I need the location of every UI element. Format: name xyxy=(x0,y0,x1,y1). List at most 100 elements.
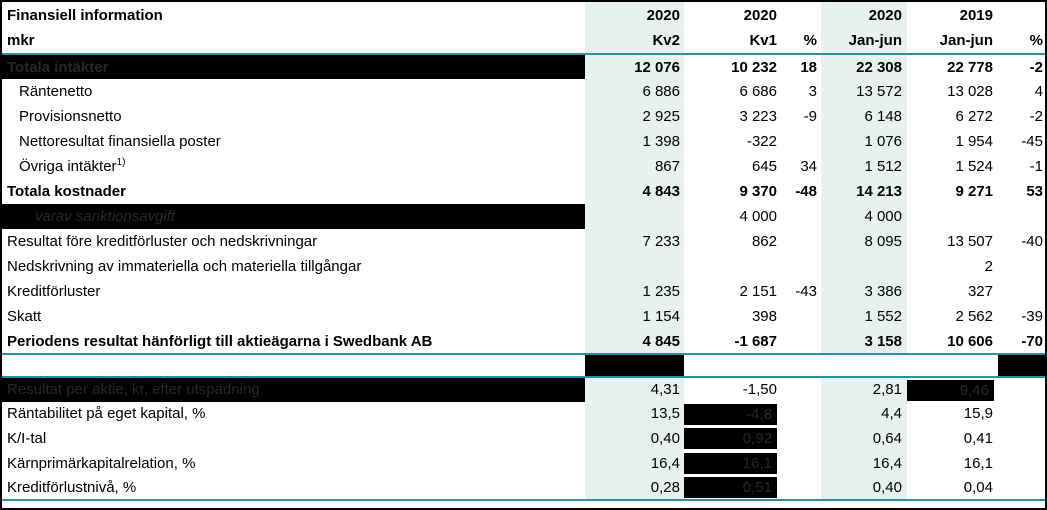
financial-table: Finansiell information 2020 2020 2020 20… xyxy=(2,2,1045,501)
col-year-janjun-2019: 2019 xyxy=(959,6,993,24)
row-label-text: Skatt xyxy=(7,308,42,325)
spacer-row xyxy=(2,354,1045,377)
row-label: Nedskrivning av immateriella och materie… xyxy=(2,254,585,279)
value-cell: 1 512 xyxy=(821,154,907,179)
value-cell: -45 xyxy=(1021,133,1043,150)
value-cell: 34 xyxy=(800,158,817,175)
value-cell: 13 507 xyxy=(947,233,993,250)
table-row: Kreditförluster 1 235 2 151 -43 3 386 327 xyxy=(2,279,1045,304)
value-cell: 6 686 xyxy=(739,83,777,100)
row-label-text: varav sanktionsavgift xyxy=(35,208,176,225)
value-cell: 22 308 xyxy=(821,54,907,79)
value-cell: 6 272 xyxy=(955,108,993,125)
value-cell: -1 xyxy=(1029,158,1043,175)
value-cell: 4,4 xyxy=(821,401,907,427)
col-year-kv2: 2020 xyxy=(585,2,684,28)
value-cell xyxy=(998,451,1045,476)
value-cell: 18 xyxy=(800,58,817,76)
value-cell: 9 271 xyxy=(955,183,993,200)
row-label-text: Kärnprimärkapitalrelation, % xyxy=(7,454,196,472)
row-label: Räntenetto xyxy=(2,79,585,104)
redaction-bar xyxy=(998,354,1045,377)
value-cell xyxy=(998,402,1045,427)
value-cell: 13,5 xyxy=(585,401,684,427)
value-cell xyxy=(684,354,781,377)
table-row: K/I-tal 0,40 0,92 0,64 0,41 xyxy=(2,426,1045,451)
row-label-text: Totala intäkter xyxy=(7,58,109,76)
value-cell: 53 xyxy=(1026,183,1043,200)
value-cell: -39 xyxy=(1021,308,1043,325)
value-cell: -40 xyxy=(1021,233,1043,250)
value-cell: 0,92 xyxy=(684,426,781,451)
table-row: Nedskrivning av immateriella och materie… xyxy=(2,254,1045,279)
value-cell: 4 843 xyxy=(585,179,684,204)
value-cell: 1 154 xyxy=(585,304,684,329)
table-row: Totala intäkter 12 076 10 232 18 22 308 22 77… xyxy=(2,54,1045,79)
value-cell: 12 076 xyxy=(585,54,684,79)
value-cell: 16,1 xyxy=(684,451,781,476)
value-cell: 9,46 xyxy=(907,377,998,402)
unit-label: mkr xyxy=(7,32,35,49)
value-cell: -322 xyxy=(746,133,777,150)
value-cell xyxy=(781,204,821,229)
col-year-pct1 xyxy=(781,2,821,28)
value-cell: 10 606 xyxy=(947,332,993,350)
value-cell: 16,4 xyxy=(821,450,907,476)
table-row: Skatt 1 154 398 1 552 2 562 -39 xyxy=(2,304,1045,329)
value-cell: 1 398 xyxy=(585,129,684,154)
row-label-text: Provisionsnetto xyxy=(19,108,122,125)
col-period-pct1: % xyxy=(803,32,817,49)
row-label: Övriga intäkter1) xyxy=(2,154,585,179)
table-row: Räntabilitet på eget kapital, % 13,5 -4,8 4… xyxy=(2,401,1045,427)
value-cell: -1 687 xyxy=(734,332,777,350)
value-cell xyxy=(781,129,821,154)
row-label-text: Kreditförluster xyxy=(7,283,101,300)
value-cell xyxy=(781,354,821,377)
value-cell: 15,9 xyxy=(963,405,993,423)
value-cell: 4 000 xyxy=(739,208,777,225)
value-cell: 4 xyxy=(1034,83,1043,100)
value-cell xyxy=(821,354,907,377)
value-cell: 14 213 xyxy=(821,179,907,204)
value-cell xyxy=(781,329,821,354)
value-cell: -4,8 xyxy=(684,402,781,427)
value-cell: 645 xyxy=(751,158,777,175)
row-label: Nettoresultat finansiella poster xyxy=(2,129,585,154)
value-cell: 327 xyxy=(967,283,993,300)
value-cell: 2 151 xyxy=(739,283,777,300)
value-cell: 6 886 xyxy=(585,79,684,104)
redacted-value: 0,92 xyxy=(684,428,777,450)
value-cell xyxy=(684,254,781,279)
row-label: Kreditförlustnivå, % xyxy=(2,475,585,500)
value-cell xyxy=(585,204,684,229)
row-label-text: Räntabilitet på eget kapital, % xyxy=(7,405,206,423)
row-label: Periodens resultat hänförligt till aktie… xyxy=(2,329,585,354)
table-row: Övriga intäkter1) 867 645 34 1 512 1 524 -1 xyxy=(2,154,1045,179)
table-row: Nettoresultat finansiella poster 1 398 -32… xyxy=(2,129,1045,154)
row-label: Skatt xyxy=(2,304,585,329)
row-label-text: Nettoresultat finansiella poster xyxy=(19,133,221,150)
value-cell: 6 148 xyxy=(821,104,907,129)
value-cell: 16,1 xyxy=(963,454,993,472)
value-cell: 2 xyxy=(984,258,993,275)
value-cell xyxy=(781,475,821,500)
redacted-row-label: Resultat per aktie, kr, efter utspädning xyxy=(2,377,585,402)
value-cell: -2 xyxy=(1029,58,1043,76)
table-row: Kärnprimärkapitalrelation, % 16,4 16,1 16,4… xyxy=(2,450,1045,476)
row-label: K/I-tal xyxy=(2,426,585,451)
table-row: Provisionsnetto 2 925 3 223 -9 6 148 6 272 -2 xyxy=(2,104,1045,129)
value-cell xyxy=(821,254,907,279)
row-label-text: Räntenetto xyxy=(19,83,93,100)
table-row: Totala kostnader 4 843 9 370 -48 14 213 9 271… xyxy=(2,179,1045,204)
value-cell xyxy=(907,354,998,377)
value-cell: -48 xyxy=(795,183,817,200)
value-cell: 9 370 xyxy=(739,183,777,200)
value-cell xyxy=(998,254,1045,279)
row-label-text: Totala kostnader xyxy=(7,183,126,200)
value-cell: 3 158 xyxy=(821,329,907,354)
value-cell: 0,64 xyxy=(821,426,907,451)
redacted-value: 9,46 xyxy=(907,379,994,401)
value-cell: 1 954 xyxy=(955,133,993,150)
col-year-kv1: 2020 xyxy=(743,6,777,24)
col-year-janjun-2020: 2020 xyxy=(821,2,907,28)
